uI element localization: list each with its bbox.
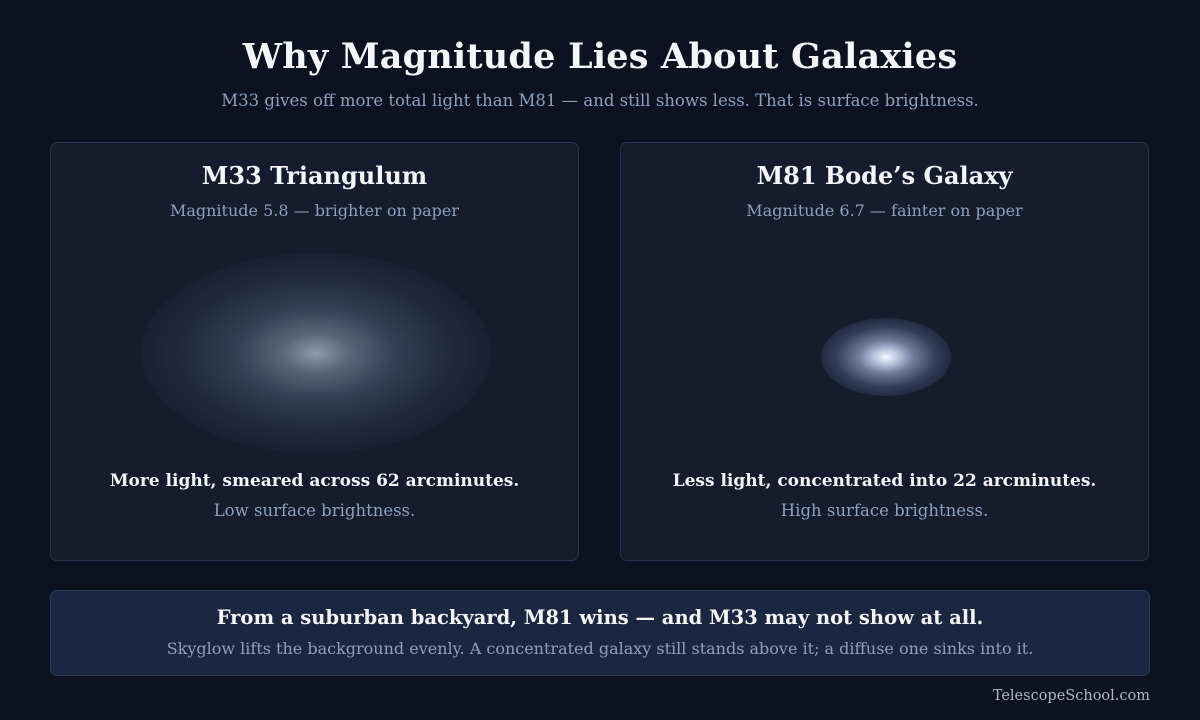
m33-card-title: M33 Triangulum [201,161,428,190]
m33-note: Low surface brightness. [213,501,416,520]
page-subtitle: M33 gives off more total light than M81 … [221,91,979,110]
m81-note: High surface brightness. [780,501,989,520]
conclusion-banner: From a suburban backyard, M81 wins — and… [50,590,1150,676]
m33-summary: More light, smeared across 62 arcminutes… [109,471,520,491]
m33-magnitude: Magnitude 5.8 — brighter on paper [169,201,460,220]
page-title: Why Magnitude Lies About Galaxies [242,36,958,77]
m81-card: M81 Bode’s Galaxy Magnitude 6.7 — fainte… [620,142,1149,561]
banner-body: Skyglow lifts the background evenly. A c… [166,639,1034,658]
m33-galaxy-glow [141,253,491,453]
m81-magnitude: Magnitude 6.7 — fainter on paper [746,201,1023,220]
site-credit: TelescopeSchool.com [992,688,1150,704]
m33-card: M33 Triangulum Magnitude 5.8 — brighter … [50,142,579,561]
m81-card-title: M81 Bode’s Galaxy [756,161,1013,190]
m81-summary: Less light, concentrated into 22 arcminu… [672,471,1097,491]
m81-galaxy-glow [821,318,951,396]
banner-headline: From a suburban backyard, M81 wins — and… [216,606,984,629]
